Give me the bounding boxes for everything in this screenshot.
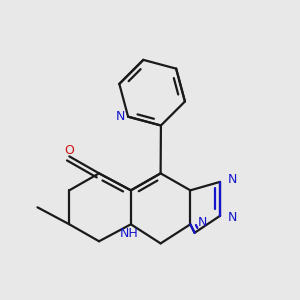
Text: O: O [64,143,74,157]
Text: NH: NH [119,227,138,240]
Text: N: N [227,212,237,224]
Text: N: N [227,173,237,186]
Text: N: N [197,216,207,229]
Text: N: N [116,110,125,123]
